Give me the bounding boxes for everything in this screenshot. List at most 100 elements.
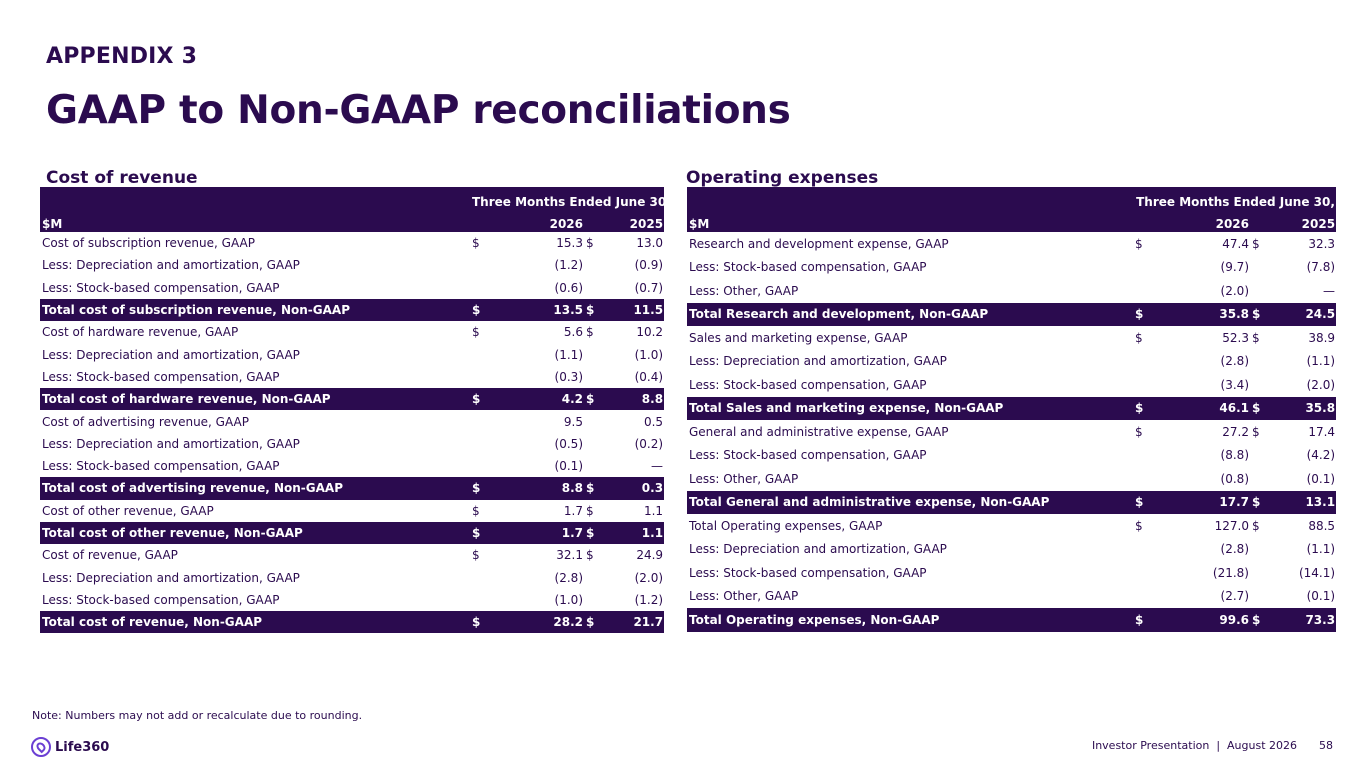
value-2026: 9.5: [563, 414, 583, 429]
year-2-header: 2025: [1270, 216, 1337, 232]
table-row: Less: Other, GAAP (0.8) (0.1): [687, 467, 1336, 491]
value-2025: (7.8): [1306, 260, 1336, 275]
presentation-label: Investor Presentation | August 2026: [1091, 739, 1297, 752]
currency-2026: [1133, 585, 1153, 609]
value-2025: (0.2): [634, 436, 664, 451]
currency-2025: $: [584, 298, 604, 322]
currency-2025: $: [1250, 396, 1270, 420]
logo-text: Life360: [55, 739, 110, 755]
value-2026: (0.1): [554, 459, 583, 474]
value-2025: —: [651, 459, 664, 474]
currency-2025: [1250, 350, 1270, 374]
currency-2025: $: [586, 236, 594, 251]
footer: Investor Presentation | August 2026 58: [1092, 739, 1333, 752]
currency-2026: [1133, 538, 1153, 562]
currency-2026: $: [472, 503, 480, 518]
page-title: GAAP to Non-GAAP reconciliations: [46, 88, 791, 133]
currency-2026: [470, 433, 490, 455]
value-2026: 17.7: [1153, 490, 1250, 514]
row-label: Less: Other, GAAP: [689, 283, 799, 298]
currency-2025: $: [586, 325, 594, 340]
table-row: Cost of revenue, GAAP $32.1 $24.9: [40, 544, 664, 566]
company-logo: Life360: [31, 737, 109, 757]
total-row: Total cost of subscription revenue, Non-…: [40, 298, 665, 322]
row-label: Less: Depreciation and amortization, GAA…: [689, 354, 947, 369]
currency-2025: [1250, 467, 1270, 491]
page-number: 58: [1319, 739, 1333, 752]
value-2026: 99.6: [1153, 608, 1250, 632]
value-2026: (21.8): [1212, 565, 1249, 580]
table-header-period: Three Months Ended June 30,: [687, 187, 1337, 216]
currency-2025: [1250, 561, 1270, 585]
currency-2026: [1133, 350, 1153, 374]
currency-2026: $: [1133, 490, 1153, 514]
value-2026: (0.5): [554, 436, 583, 451]
row-label: Total cost of revenue, Non-GAAP: [40, 611, 470, 634]
value-2025: (0.9): [634, 258, 664, 273]
value-2025: 24.5: [1270, 302, 1337, 326]
header-empty-cell: [687, 187, 1133, 216]
value-2025: 13.0: [636, 236, 664, 251]
value-2026: 15.3: [556, 236, 583, 251]
value-2026: (0.6): [554, 280, 583, 295]
currency-2026: [470, 366, 490, 388]
value-2025: (0.7): [634, 280, 664, 295]
value-2025: (1.0): [634, 347, 664, 362]
currency-2026: $: [472, 548, 480, 563]
cost-of-revenue-table: Three Months Ended June 30, $M 2026 2025 Cos…: [40, 187, 665, 634]
currency-2026: $: [1133, 608, 1153, 632]
row-label: Less: Stock-based compensation, GAAP: [689, 260, 927, 275]
value-2025: (14.1): [1298, 565, 1336, 580]
currency-2025: $: [1252, 518, 1260, 533]
row-label: Less: Stock-based compensation, GAAP: [42, 280, 280, 295]
value-2025: 32.3: [1308, 236, 1336, 251]
table-row: Less: Stock-based compensation, GAAP (1.0…: [40, 589, 664, 611]
currency-2026: $: [472, 236, 480, 251]
row-label: Total Operating expenses, GAAP: [689, 518, 883, 533]
table-row: Less: Stock-based compensation, GAAP (21.…: [687, 561, 1336, 585]
table-row: Sales and marketing expense, GAAP $52.3 $3…: [687, 326, 1336, 350]
table-row: Less: Depreciation and amortization, GAA…: [40, 566, 664, 588]
table-row: General and administrative expense, GAAP…: [687, 420, 1336, 444]
value-2026: (1.0): [554, 592, 583, 607]
operating-expenses-table: Three Months Ended June 30, $M 2026 2025 Res…: [687, 187, 1337, 632]
value-2026: 8.8: [490, 477, 584, 500]
row-label: Total cost of advertising revenue, Non-G…: [40, 477, 470, 500]
currency-2025: [1250, 256, 1270, 280]
value-2026: (0.8): [1220, 471, 1249, 486]
currency-2025: $: [1250, 608, 1270, 632]
value-2025: 17.4: [1308, 424, 1336, 439]
currency-2026: [1133, 256, 1153, 280]
currency-2025: $: [1250, 302, 1270, 326]
value-2025: (0.1): [1306, 471, 1336, 486]
value-2026: (2.7): [1220, 589, 1249, 604]
currency-2025: [1250, 585, 1270, 609]
value-2025: 13.1: [1270, 490, 1337, 514]
row-label: Less: Stock-based compensation, GAAP: [689, 377, 927, 392]
value-2026: 5.6: [563, 325, 583, 340]
row-label: Less: Depreciation and amortization, GAA…: [42, 436, 300, 451]
currency-2025: $: [584, 388, 604, 411]
table-row: Less: Depreciation and amortization, GAA…: [40, 433, 664, 455]
currency-2025: $: [584, 611, 604, 634]
value-2026: (0.3): [554, 369, 583, 384]
currency-2026: [1133, 373, 1153, 397]
total-row: Total Operating expenses, Non-GAAP $99.6 $…: [687, 608, 1337, 632]
table-row: Less: Stock-based compensation, GAAP (9.7…: [687, 256, 1336, 280]
total-row: Total cost of revenue, Non-GAAP $28.2 $21.…: [40, 611, 665, 634]
row-label: Less: Other, GAAP: [689, 471, 799, 486]
table-row: Less: Depreciation and amortization, GAA…: [40, 254, 664, 276]
currency-2025: [584, 589, 604, 611]
currency-2026: $: [1133, 302, 1153, 326]
table-row: Less: Depreciation and amortization, GAA…: [40, 343, 664, 365]
row-label: Sales and marketing expense, GAAP: [689, 330, 908, 345]
row-label: Less: Stock-based compensation, GAAP: [42, 369, 280, 384]
row-label: Total cost of other revenue, Non-GAAP: [40, 521, 470, 545]
currency-2025: [584, 566, 604, 588]
value-2026: 13.5: [490, 298, 584, 322]
value-2025: 0.3: [604, 477, 665, 500]
table-row: Less: Depreciation and amortization, GAA…: [687, 350, 1336, 374]
header-empty-cell: [40, 187, 470, 216]
currency-2025: [584, 410, 604, 432]
life360-logo-icon: [31, 737, 51, 757]
